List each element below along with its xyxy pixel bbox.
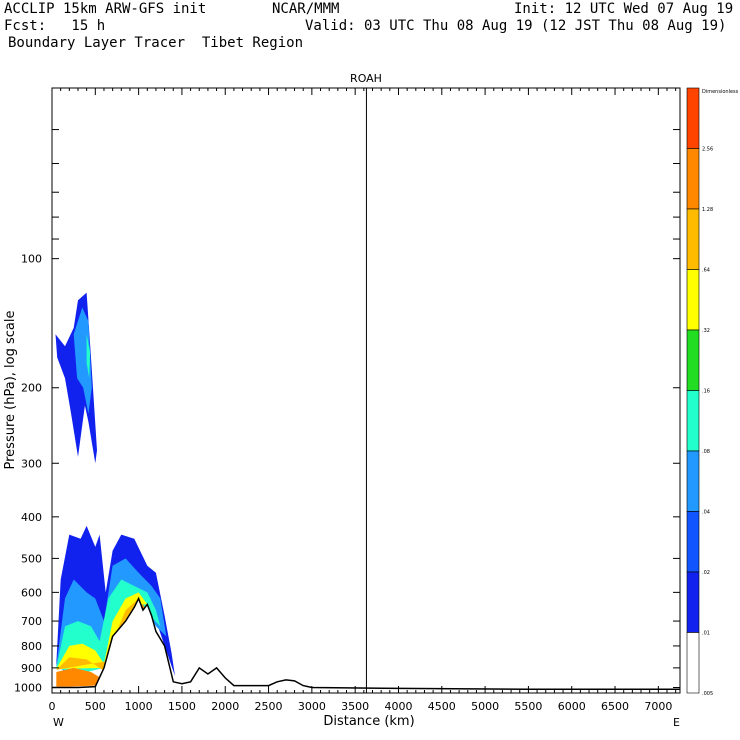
colorbar-title: Dimensionless (702, 89, 739, 95)
y-tick-label: 900 (21, 662, 42, 675)
forecast-hour: Fcst: 15 h (4, 18, 106, 34)
colorbar-swatch (686, 208, 700, 270)
x-tick-label: 6000 (558, 700, 586, 713)
colorbar-level-label: .08 (702, 449, 710, 455)
colorbar-level-label: .005 (702, 691, 713, 697)
tracer-plume-1 (73, 307, 92, 414)
x-tick-label: 7000 (644, 700, 672, 713)
x-tick-label: 2000 (211, 700, 239, 713)
colorbar-level-label: .32 (702, 328, 710, 334)
y-tick-label: 800 (21, 640, 42, 653)
terrain-mask (52, 598, 680, 693)
colorbar-level-label: .04 (702, 510, 710, 516)
colorbar-level-label: 2.56 (702, 147, 713, 153)
panel-title: ROAH (350, 72, 382, 85)
x-tick-label: 1500 (168, 700, 196, 713)
x-tick-label: 4500 (428, 700, 456, 713)
model-title: ACCLIP 15km ARW-GFS init (4, 1, 207, 17)
y-tick-label: 500 (21, 552, 42, 565)
x-tick-label: 4000 (384, 700, 412, 713)
colorbar-swatch (686, 329, 700, 391)
plot-frame (51, 87, 681, 694)
colorbar-swatch (686, 632, 700, 694)
y-tick-label: 1000 (14, 681, 42, 694)
colorbar-swatch (686, 511, 700, 573)
x-tick-label: 1000 (125, 700, 153, 713)
colorbar-swatch (686, 450, 700, 512)
tracer-plume-2 (86, 334, 91, 379)
org-label: NCAR/MMM (272, 1, 340, 17)
colorbar-level-label: .64 (702, 268, 710, 274)
colorbar-level-label: .16 (702, 389, 710, 395)
west-label: W (53, 716, 64, 729)
x-tick-label: 0 (49, 700, 56, 713)
init-time: Init: 12 UTC Wed 07 Aug 19 (514, 1, 734, 17)
x-tick-label: 5500 (514, 700, 542, 713)
y-tick-label: 400 (21, 511, 42, 524)
y-tick-label: 100 (21, 253, 42, 266)
east-label: E (673, 716, 680, 729)
colorbar-swatch (686, 390, 700, 452)
colorbar-swatch (686, 571, 700, 633)
tracer-plume-6 (56, 592, 148, 669)
x-tick-label: 3500 (341, 700, 369, 713)
x-tick-label: 6500 (601, 700, 629, 713)
plot-subtitle: Boundary Layer Tracer Tibet Region (8, 35, 304, 51)
x-tick-label: 5000 (471, 700, 499, 713)
y-tick-label: 700 (21, 615, 42, 628)
y-tick-label: 200 (21, 382, 42, 395)
colorbar-swatch (686, 148, 700, 210)
colorbar-level-label: 1.28 (702, 207, 713, 213)
terrain-line (52, 596, 680, 691)
y-tick-label: 600 (21, 586, 42, 599)
y-tick-label: 300 (21, 457, 42, 470)
valid-time: Valid: 03 UTC Thu 08 Aug 19 (12 JST Thu … (305, 18, 727, 34)
colorbar-level-label: .01 (702, 631, 710, 637)
y-axis-label: Pressure (hPa), log scale (3, 311, 18, 470)
x-axis-label: Distance (km) (323, 714, 414, 729)
colorbar-swatch (686, 87, 700, 149)
x-tick-label: 2500 (255, 700, 283, 713)
x-tick-label: 3000 (298, 700, 326, 713)
colorbar-level-label: .02 (702, 570, 710, 576)
x-tick-label: 500 (85, 700, 106, 713)
colorbar-swatch (686, 269, 700, 331)
